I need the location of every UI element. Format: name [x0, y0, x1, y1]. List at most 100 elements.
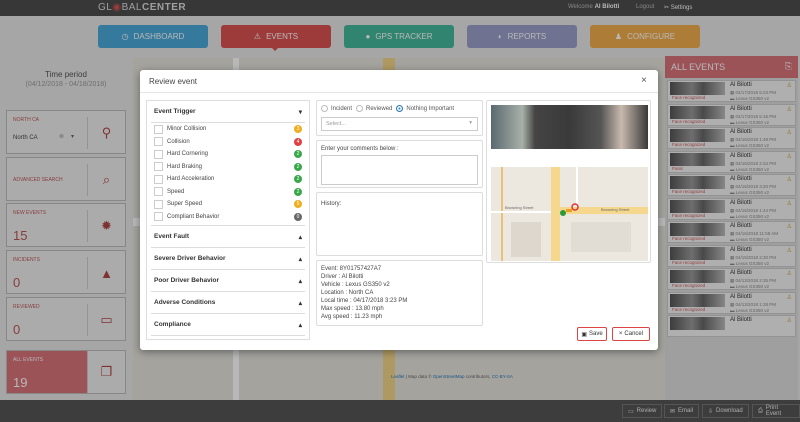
section-event-fault[interactable]: Event Fault ▴ — [151, 226, 305, 248]
event-item[interactable]: Al Bilotti ♙ — [667, 315, 796, 337]
card-label: REVIEWED — [13, 304, 40, 310]
nav-reports[interactable]: ◐ REPORTS — [467, 25, 577, 48]
event-tag: Face recognized — [672, 212, 706, 218]
warning-icon[interactable]: ▲ — [87, 257, 125, 289]
event-item[interactable]: Face recognized Al Bilotti ▦ 04/17/2018 5:… — [667, 80, 796, 102]
close-icon[interactable]: × — [641, 75, 647, 86]
save-button[interactable]: ▣ Save — [577, 327, 607, 341]
trigger-compliant-behavior[interactable]: Compliant Behavior 0 — [151, 211, 305, 224]
event-date: ▦ 04/17/2018 5:23 PM — [730, 90, 776, 96]
event-item[interactable]: Face recognized Al Bilotti ▦ 04/16/2018 11… — [667, 221, 796, 243]
checkbox[interactable] — [154, 124, 163, 134]
nav-events[interactable]: ⚠ EVENTS — [221, 25, 331, 48]
nav-dashboard[interactable]: ◷ DASHBOARD — [98, 25, 208, 48]
trigger-hard-acceleration[interactable]: Hard Acceleration 2 — [151, 173, 305, 186]
event-item[interactable]: Face recognized Al Bilotti ▦ 04/17/2018 5:… — [667, 103, 796, 126]
review-button[interactable]: ▭ Review — [622, 404, 663, 418]
radio-button[interactable] — [356, 105, 364, 112]
event-date: ▦ 04/15/2018 2:30 PM — [730, 255, 776, 261]
logout-link[interactable]: Logout — [636, 4, 655, 10]
radio-incident[interactable]: Incident — [321, 105, 352, 112]
caret-down-icon: ▾ — [298, 108, 302, 116]
nav-label: GPS TRACKER — [375, 32, 433, 41]
search-icon[interactable]: ⌕ — [87, 164, 125, 196]
trigger-hard-cornering[interactable]: Hard Cornering 2 — [151, 148, 305, 161]
card-north-ca[interactable]: NORTH CA North CA ⊗ ▾ ⚲ — [6, 110, 126, 154]
email-button[interactable]: ✉ Email — [664, 404, 700, 418]
section-adverse-conditions[interactable]: Adverse Conditions ▴ — [151, 292, 305, 314]
checkbox[interactable] — [154, 149, 163, 159]
trigger-minor-collision[interactable]: Minor Collision 3 — [151, 123, 305, 136]
section-severe-driver-behavior[interactable]: Severe Driver Behavior ▴ — [151, 248, 305, 270]
trigger-hard-braking[interactable]: Hard Braking 2 — [151, 161, 305, 174]
event-item[interactable]: Panic Al Bilotti ▦ 04/16/2018 2:34 PM ▬ Lex… — [667, 150, 796, 173]
export-icon[interactable]: ⎘ — [784, 61, 792, 71]
event-item[interactable]: Face recognized Al Bilotti ▦ 04/13/2018 2:… — [667, 268, 796, 290]
osm-link[interactable]: OpenStreetMap — [432, 374, 465, 379]
settings-link[interactable]: ✂ Settings — [664, 5, 693, 11]
camera-snapshot[interactable] — [491, 105, 648, 149]
event-item[interactable]: Face recognized Al Bilotti ▦ 04/13/2018 1:… — [667, 291, 796, 314]
download-button[interactable]: ⇩ Download — [702, 404, 749, 418]
trigger-collision[interactable]: Collision 4 — [151, 136, 305, 149]
caret-down-icon[interactable]: ▾ — [71, 134, 75, 140]
nav-configure[interactable]: ♟ CONFIGURE — [590, 25, 700, 48]
calendar-icon: ▦ — [730, 137, 736, 142]
card-new-events[interactable]: NEW EVENTS 15 ✹ — [6, 203, 126, 247]
trigger-label: Compliant Behavior — [167, 213, 220, 220]
cancel-button[interactable]: × Cancel — [612, 327, 650, 341]
radio-nothing-important[interactable]: Nothing Important — [396, 105, 454, 112]
event-date: ▦ 04/17/2018 5:16 PM — [730, 114, 776, 120]
checkbox[interactable] — [154, 187, 163, 197]
event-tag: Face recognized — [672, 142, 706, 147]
leaflet-link[interactable]: Leaflet — [391, 374, 405, 379]
checkbox[interactable] — [154, 212, 163, 222]
alert-icon[interactable]: ✹ — [87, 210, 125, 242]
count-badge: 2 — [294, 187, 302, 196]
calendar-icon: ▦ — [730, 113, 736, 119]
vehicle-text: Lexus GS350 v2 — [735, 119, 770, 125]
event-item[interactable]: Face recognized Al Bilotti ▦ 04/16/2018 1:… — [667, 127, 796, 149]
event-vehicle: ▬ Lexus GS350 v2 — [730, 237, 769, 242]
event-thumbnail — [670, 270, 725, 283]
radio-button[interactable] — [321, 105, 328, 112]
calendar-icon: ▦ — [730, 207, 736, 213]
comments-input[interactable] — [321, 155, 478, 185]
radio-button[interactable] — [396, 105, 404, 112]
card-incidents[interactable]: INCIDENTS 0 ▲ — [6, 250, 126, 294]
event-item[interactable]: Face recognized Al Bilotti ▦ 04/16/2018 1:… — [667, 197, 796, 220]
event-tag: Face recognized — [672, 283, 706, 288]
trigger-speed[interactable]: Speed 2 — [151, 186, 305, 199]
car-icon: ▬ — [730, 119, 736, 125]
event-thumbnail — [670, 82, 725, 95]
section-poor-driver-behavior[interactable]: Poor Driver Behavior ▴ — [151, 270, 305, 292]
event-item[interactable]: Face recognized Al Bilotti ▦ 04/16/2018 3:… — [667, 174, 796, 196]
event-map[interactable]: Browning Street Browning Street — [491, 167, 648, 261]
license-link[interactable]: CC-BY-SA — [491, 374, 513, 379]
driver-name: Al Bilotti — [730, 105, 752, 112]
nav-gps-tracker[interactable]: ● GPS TRACKER — [344, 25, 454, 48]
checkbox[interactable] — [154, 162, 163, 172]
count-badge: 4 — [294, 137, 302, 146]
trigger-super-speed[interactable]: Super Speed 5 — [151, 198, 305, 211]
configure-icon: ♟ — [614, 32, 623, 41]
reason-select[interactable]: Select... ▾ — [321, 117, 478, 131]
event-item[interactable]: Face recognized Al Bilotti ▦ 04/15/2018 2:… — [667, 244, 796, 267]
card-reviewed[interactable]: REVIEWED 0 ▭ — [6, 297, 126, 341]
checkbox[interactable] — [154, 199, 163, 209]
clear-icon[interactable]: ⊗ — [59, 134, 65, 140]
event-vehicle: ▬ Lexus GS350 v2 — [730, 214, 769, 219]
checkbox[interactable] — [154, 137, 163, 147]
monitor-icon[interactable]: ▭ — [87, 304, 125, 336]
folder-icon[interactable]: ❐ — [87, 351, 125, 393]
checkbox[interactable] — [154, 174, 163, 184]
section-event-trigger[interactable]: Event Trigger ▾ — [151, 101, 305, 123]
card-all-events[interactable]: ALL EVENTS 19 ❐ — [6, 350, 126, 394]
card-value: 19 — [13, 375, 28, 390]
card-label: INCIDENTS — [13, 257, 40, 263]
trigger-label: Super Speed — [167, 201, 203, 208]
section-compliance[interactable]: Compliance ▴ — [151, 314, 305, 336]
location-pin-icon[interactable]: ⚲ — [87, 117, 125, 149]
card-advanced-search[interactable]: ADVANCED SEARCH ⌕ — [6, 157, 126, 201]
radio-reviewed[interactable]: Reviewed — [356, 105, 392, 112]
